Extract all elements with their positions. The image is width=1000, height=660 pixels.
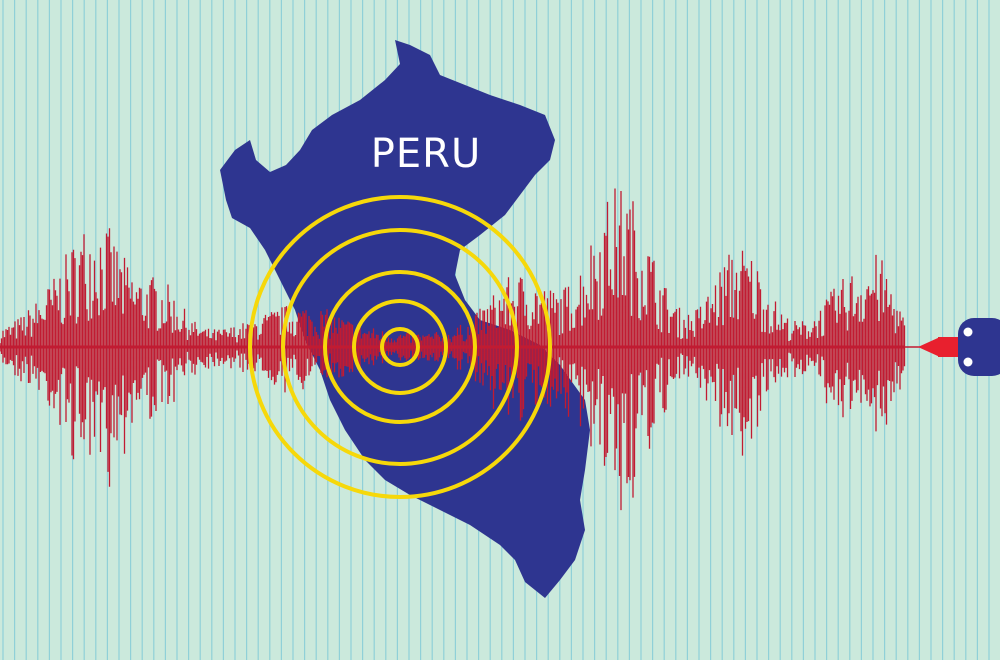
ring-2 <box>352 299 448 395</box>
seismograph-recorder-icon <box>905 318 1000 376</box>
ring-3 <box>323 270 477 424</box>
ring-4 <box>281 228 519 466</box>
ring-5 <box>248 195 552 499</box>
seismic-waveform <box>0 188 906 511</box>
epicenter-rings-icon <box>248 195 552 499</box>
country-label: PERU <box>371 131 481 177</box>
ring-1 <box>380 327 420 367</box>
